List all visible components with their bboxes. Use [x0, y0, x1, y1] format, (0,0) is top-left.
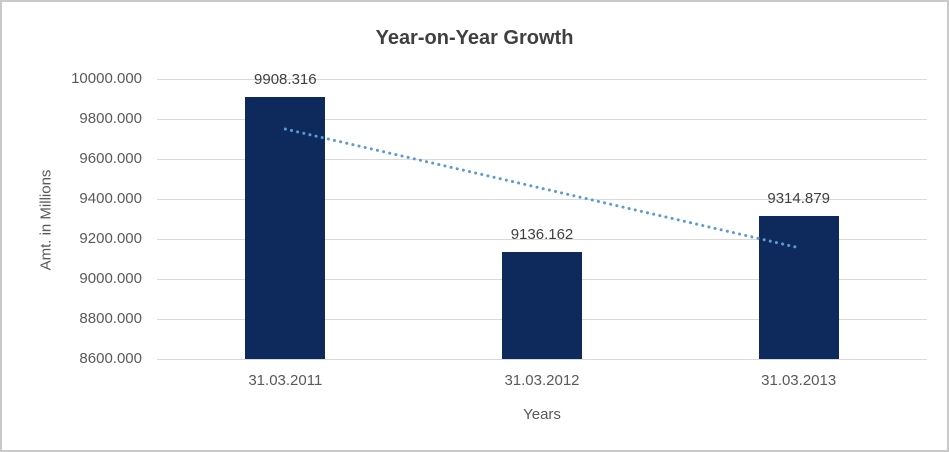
y-axis-title-text: Amt. in Millions [37, 169, 55, 271]
y-tick-label: 9400.000 [79, 190, 142, 207]
y-tick-label: 9800.000 [79, 110, 142, 127]
y-tick-label: 10000.000 [71, 70, 142, 87]
x-category-label: 31.03.2011 [248, 372, 323, 389]
bar [502, 251, 582, 359]
x-category-label: 31.03.2012 [504, 372, 580, 389]
gridline [157, 78, 927, 80]
y-tick-label: 8800.000 [79, 310, 142, 327]
gridline [157, 198, 927, 200]
plot-area [157, 78, 927, 360]
bar-data-label: 9136.162 [510, 225, 574, 243]
gridline [157, 118, 927, 120]
x-category-label: 31.03.2013 [761, 372, 837, 389]
y-tick-label: 8600.000 [79, 350, 142, 367]
trendline [283, 127, 801, 250]
y-tick-label: 9600.000 [79, 150, 142, 167]
bar [758, 216, 839, 359]
gridline [157, 238, 927, 240]
bar [245, 97, 326, 359]
gridline [157, 158, 927, 160]
bar-data-label: 9908.316 [254, 71, 317, 89]
x-axis-title: Years [523, 406, 561, 423]
y-tick-label: 9000.000 [79, 270, 142, 287]
gridline [157, 358, 927, 360]
bar-data-label: 9314.879 [767, 190, 830, 208]
chart-title: Year-on-Year Growth [375, 27, 574, 49]
y-tick-label: 9200.000 [79, 230, 142, 247]
